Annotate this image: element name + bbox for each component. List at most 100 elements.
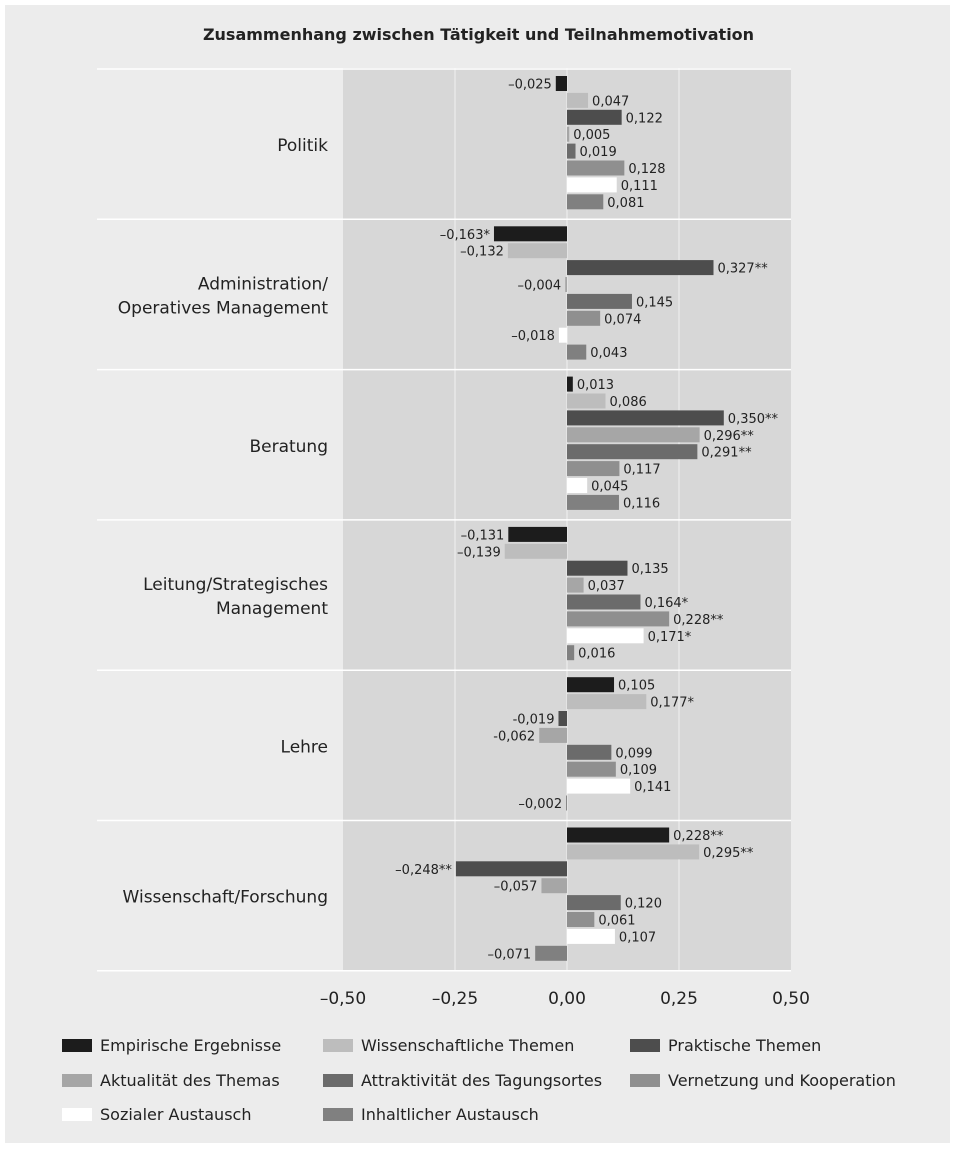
legend-item: Sozialer Austausch bbox=[62, 1103, 251, 1125]
bar bbox=[567, 677, 615, 693]
legend-item: Aktualität des Themas bbox=[62, 1069, 280, 1091]
bar bbox=[567, 109, 622, 125]
x-tick-label: –0,25 bbox=[432, 989, 478, 1009]
legend-label: Sozialer Austausch bbox=[100, 1104, 252, 1124]
data-label: 0,164* bbox=[644, 596, 688, 611]
data-label: 0,019 bbox=[580, 145, 617, 160]
x-tick-label: 0,50 bbox=[772, 989, 810, 1009]
legend-swatch bbox=[630, 1073, 660, 1087]
data-label: 0,116 bbox=[623, 496, 660, 511]
data-label: –0,018 bbox=[511, 329, 555, 344]
data-label: –0,163* bbox=[440, 228, 491, 243]
data-label: 0,109 bbox=[620, 763, 657, 778]
data-label: 0,128 bbox=[628, 162, 665, 177]
bar bbox=[567, 461, 620, 477]
category-label: Wissenschaft/Forschung bbox=[123, 888, 328, 908]
bar bbox=[567, 260, 714, 276]
legend-swatch bbox=[323, 1107, 353, 1121]
data-label: 0,061 bbox=[598, 914, 635, 929]
data-label: 0,177* bbox=[650, 696, 694, 711]
bar bbox=[567, 126, 570, 142]
bar bbox=[565, 277, 567, 292]
bar bbox=[567, 628, 644, 644]
bar bbox=[567, 310, 601, 326]
legend-swatch bbox=[323, 1073, 353, 1087]
category-label: Leitung/Strategisches Management bbox=[143, 575, 328, 619]
data-label: 0,145 bbox=[636, 295, 673, 310]
category-label: Administration/Operatives Management bbox=[118, 274, 329, 318]
data-label: –0,071 bbox=[487, 947, 531, 962]
bar bbox=[567, 928, 615, 944]
data-label: –0,139 bbox=[457, 545, 501, 560]
bar bbox=[567, 478, 588, 493]
legend-item: Attraktivität des Tagungsortes bbox=[323, 1069, 602, 1091]
bar bbox=[566, 795, 567, 811]
data-label: 0,045 bbox=[591, 480, 628, 495]
data-label: 0,111 bbox=[621, 179, 658, 194]
bar bbox=[504, 543, 567, 559]
category-label: Politik bbox=[277, 136, 328, 156]
data-label: 0,047 bbox=[592, 94, 629, 109]
data-label: 0,120 bbox=[625, 897, 662, 912]
legend-label: Aktualität des Themas bbox=[100, 1070, 280, 1090]
data-label: –0,131 bbox=[461, 528, 505, 543]
bar bbox=[493, 226, 567, 242]
bar bbox=[541, 878, 567, 894]
data-label: 0,074 bbox=[604, 312, 641, 327]
x-tick-label: 0,25 bbox=[660, 989, 698, 1009]
legend-swatch bbox=[62, 1073, 92, 1087]
data-label: 0,327** bbox=[717, 262, 768, 277]
bar bbox=[567, 143, 576, 159]
data-label: 0,016 bbox=[578, 647, 615, 662]
bar bbox=[558, 711, 567, 726]
data-label: -0,019 bbox=[513, 713, 555, 728]
data-label: –0,248** bbox=[395, 863, 452, 878]
data-label: 0,228** bbox=[673, 829, 724, 844]
legend-swatch bbox=[62, 1038, 92, 1052]
x-tick-label: 0,00 bbox=[548, 989, 586, 1009]
bar bbox=[507, 243, 567, 259]
data-label: 0,291** bbox=[701, 446, 752, 461]
bar bbox=[558, 327, 567, 343]
legend-swatch bbox=[62, 1107, 92, 1121]
bar bbox=[567, 895, 621, 911]
bar bbox=[539, 727, 567, 743]
data-label: 0,005 bbox=[573, 128, 610, 143]
bar bbox=[555, 76, 567, 91]
data-label: 0,295** bbox=[703, 846, 754, 861]
legend-item: Praktische Themen bbox=[630, 1034, 821, 1056]
bar bbox=[567, 912, 595, 927]
bar bbox=[567, 494, 619, 510]
category-label: Beratung bbox=[249, 437, 328, 457]
data-label: –0,004 bbox=[517, 279, 561, 294]
bar bbox=[567, 827, 670, 843]
legend-label: Inhaltlicher Austausch bbox=[361, 1104, 539, 1124]
legend-swatch bbox=[630, 1038, 660, 1052]
chart-title: Zusammenhang zwischen Tätigkeit und Teil… bbox=[202, 25, 755, 44]
legend-item: Empirische Ergebnisse bbox=[62, 1034, 281, 1056]
bar bbox=[567, 92, 589, 108]
bar bbox=[567, 194, 604, 210]
bar bbox=[567, 393, 606, 409]
category-label: Lehre bbox=[281, 737, 328, 757]
bar bbox=[567, 560, 628, 576]
bar bbox=[567, 611, 670, 627]
legend-swatch bbox=[323, 1038, 353, 1052]
data-label: 0,037 bbox=[588, 579, 625, 594]
data-label: 0,013 bbox=[577, 378, 614, 393]
data-label: 0,043 bbox=[590, 346, 627, 361]
bar bbox=[567, 293, 632, 309]
legend-label: Empirische Ergebnisse bbox=[100, 1035, 282, 1055]
bar bbox=[567, 761, 616, 777]
bar bbox=[455, 861, 567, 877]
data-label: 0,228** bbox=[673, 613, 724, 628]
x-tick-label: –0,50 bbox=[320, 989, 366, 1009]
legend-label: Praktische Themen bbox=[668, 1035, 822, 1055]
bar bbox=[567, 645, 575, 661]
bar bbox=[567, 444, 698, 460]
data-label: 0,086 bbox=[610, 395, 647, 410]
bar bbox=[567, 844, 700, 860]
data-label: –0,025 bbox=[508, 78, 552, 93]
data-label: 0,350** bbox=[728, 412, 779, 427]
